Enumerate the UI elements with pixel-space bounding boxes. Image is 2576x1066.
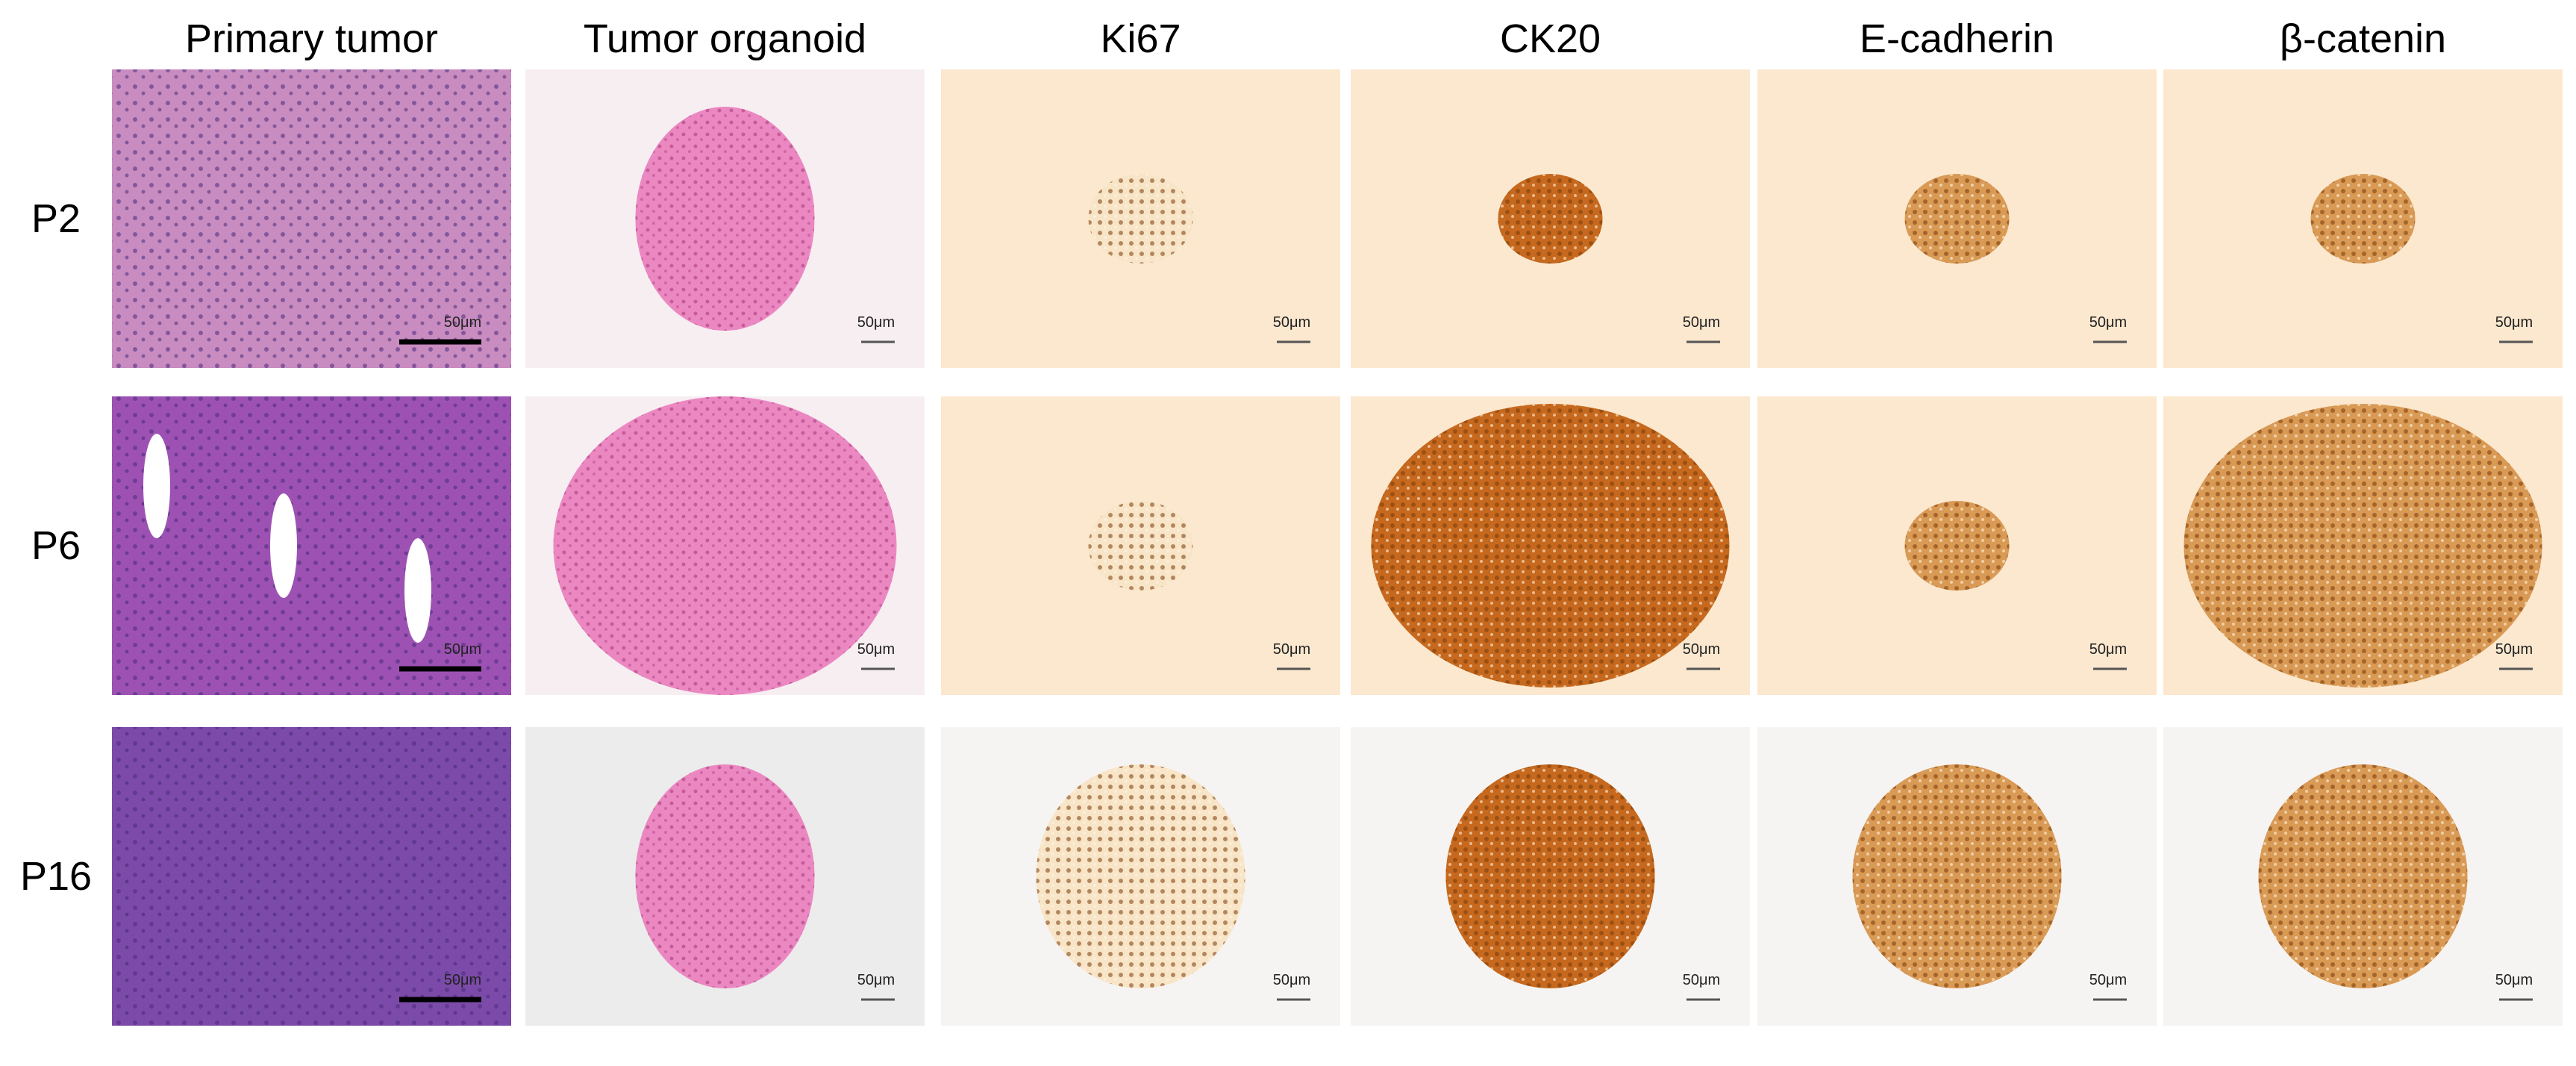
- image-panel: [941, 396, 1340, 695]
- image-panel: [525, 727, 925, 1026]
- organoid-texture: [553, 396, 897, 695]
- stain-texture: [1498, 174, 1603, 264]
- scale-label: 50μm: [1273, 314, 1310, 331]
- image-panel: [112, 69, 511, 368]
- image-panel: [1351, 727, 1750, 1026]
- stain-texture: [1904, 501, 2010, 590]
- panel-texture: [112, 396, 511, 695]
- panel-texture: [112, 69, 511, 368]
- image-panel: [2163, 727, 2563, 1026]
- column-header: Primary tumor: [185, 16, 438, 61]
- stain-texture: [1445, 764, 1655, 988]
- image-panel: [1757, 727, 2157, 1026]
- scale-label: 50μm: [2495, 641, 2533, 658]
- scale-label: 50μm: [2089, 641, 2127, 658]
- image-panel: [941, 727, 1340, 1026]
- image-panel: [112, 396, 511, 695]
- scale-label: 50μm: [444, 314, 481, 331]
- image-panel: [1351, 69, 1750, 368]
- row-label: P2: [31, 196, 81, 241]
- scale-label: 50μm: [2089, 972, 2127, 988]
- stain-texture: [1088, 501, 1193, 590]
- stain-texture: [1088, 174, 1193, 264]
- stain-texture: [2310, 174, 2416, 264]
- lumen: [270, 493, 297, 598]
- scale-label: 50μm: [1683, 972, 1720, 988]
- column-header: Ki67: [1100, 16, 1181, 61]
- row-label: P16: [20, 854, 92, 899]
- stain-texture: [2183, 404, 2542, 688]
- organoid-texture: [635, 107, 815, 331]
- scale-label: 50μm: [857, 972, 895, 988]
- scale-label: 50μm: [444, 641, 481, 658]
- image-panel: [1757, 396, 2157, 695]
- column-header: CK20: [1500, 16, 1601, 61]
- image-panel: [1757, 69, 2157, 368]
- stain-texture: [1036, 764, 1245, 988]
- scale-label: 50μm: [1273, 641, 1310, 658]
- column-header: Tumor organoid: [584, 16, 866, 61]
- scale-label: 50μm: [1683, 641, 1720, 658]
- scale-label: 50μm: [857, 314, 895, 331]
- panel-texture: [112, 727, 511, 1026]
- image-panel: [525, 396, 925, 695]
- lumen: [143, 434, 170, 538]
- scale-label: 50μm: [2495, 972, 2533, 988]
- scale-label: 50μm: [2495, 314, 2533, 331]
- scale-label: 50μm: [2089, 314, 2127, 331]
- scale-label: 50μm: [857, 641, 895, 658]
- image-panel: [2163, 69, 2563, 368]
- organoid-texture: [635, 764, 815, 988]
- column-header: E-cadherin: [1860, 16, 2054, 61]
- scale-label: 50μm: [1273, 972, 1310, 988]
- lumen: [404, 538, 431, 643]
- stain-texture: [2258, 764, 2468, 988]
- scale-label: 50μm: [1683, 314, 1720, 331]
- stain-texture: [1852, 764, 2062, 988]
- image-panel: [112, 727, 511, 1026]
- image-panel: [941, 69, 1340, 368]
- image-panel: [1351, 396, 1750, 695]
- row-label: P6: [31, 523, 81, 568]
- stain-texture: [1371, 404, 1730, 688]
- image-panel: [525, 69, 925, 368]
- stain-texture: [1904, 174, 2010, 264]
- column-header: β-catenin: [2280, 16, 2446, 61]
- scale-label: 50μm: [444, 972, 481, 988]
- image-panel: [2163, 396, 2563, 695]
